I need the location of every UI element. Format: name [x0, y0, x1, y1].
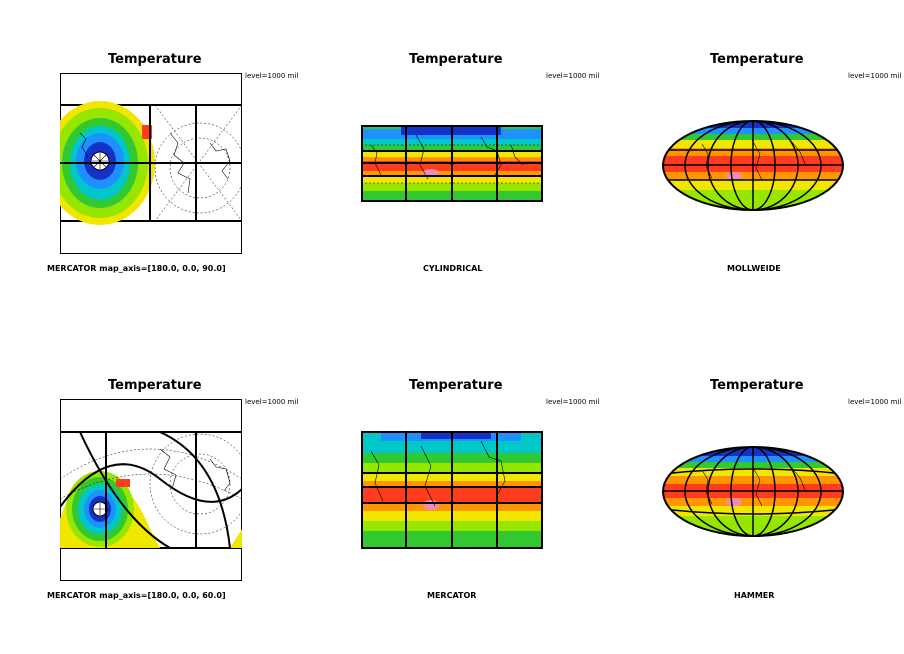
- panel-title: Temperature: [409, 378, 503, 393]
- panel-title: Temperature: [108, 52, 202, 67]
- map-cylindrical: [361, 125, 543, 202]
- panel-title: Temperature: [108, 378, 202, 393]
- map-mercator-rotated-90: [60, 73, 242, 254]
- projection-label: MERCATOR: [427, 591, 476, 600]
- projection-label: HAMMER: [734, 591, 774, 600]
- level-label: level=1000 mil: [245, 398, 298, 406]
- projection-label: MERCATOR map_axis=[180.0, 0.0, 90.0]: [47, 264, 226, 273]
- panel-title: Temperature: [710, 378, 804, 393]
- projection-label: MERCATOR map_axis=[180.0, 0.0, 60.0]: [47, 591, 226, 600]
- panel-title: Temperature: [409, 52, 503, 67]
- projection-label: CYLINDRICAL: [423, 264, 482, 273]
- level-label: level=1000 mil: [245, 72, 298, 80]
- level-label: level=1000 mil: [848, 72, 901, 80]
- map-hammer: [662, 446, 844, 537]
- level-label: level=1000 mil: [546, 72, 599, 80]
- map-mollweide: [662, 120, 844, 211]
- map-mercator-rotated-60: [60, 399, 242, 581]
- level-label: level=1000 mil: [546, 398, 599, 406]
- map-mercator: [361, 431, 543, 549]
- panel-title: Temperature: [710, 52, 804, 67]
- projection-label: MOLLWEIDE: [727, 264, 781, 273]
- level-label: level=1000 mil: [848, 398, 901, 406]
